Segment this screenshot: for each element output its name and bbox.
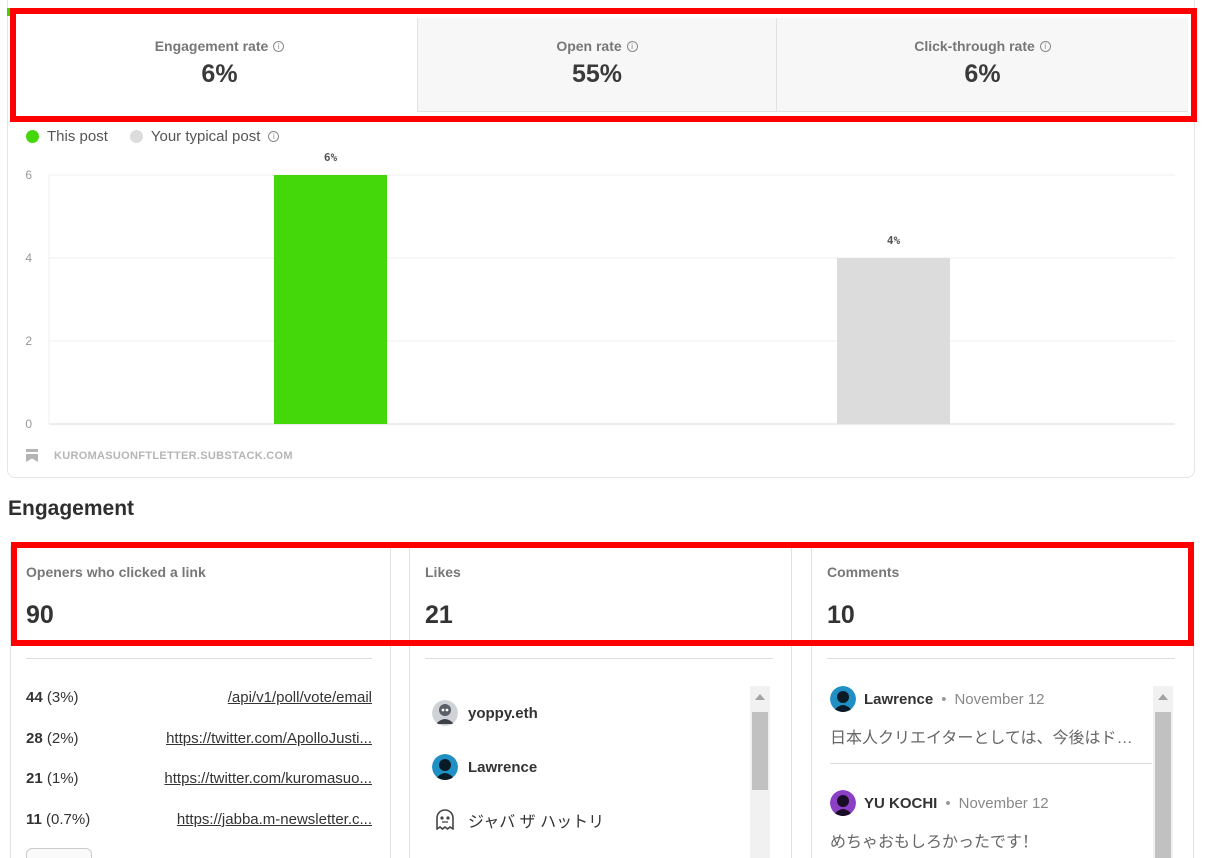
separator-dot: • (941, 690, 947, 708)
separator-dot: • (945, 794, 951, 812)
info-icon[interactable]: i (273, 40, 285, 52)
tab-value: 55% (571, 60, 623, 88)
panel-value: 21 (425, 601, 453, 629)
publication-watermark: KUROMASUONFTLETTER.SUBSTACK.COM (26, 449, 293, 462)
scroll-thumb[interactable] (1155, 712, 1171, 858)
link-percent: (2%) (46, 730, 79, 747)
divider (26, 658, 372, 659)
comment-date: November 12 (958, 794, 1049, 812)
avatar (432, 754, 458, 780)
bar-data-label: 6% (324, 151, 338, 164)
legend-swatch (129, 130, 143, 143)
y-tick-label: 6 (25, 168, 32, 182)
tab-value: 6% (201, 60, 238, 88)
link-url[interactable]: https://twitter.com/ApolloJusti... (166, 730, 372, 747)
divider (425, 658, 773, 659)
y-tick-label: 4 (25, 251, 32, 265)
likes-scrollbar[interactable] (750, 686, 770, 858)
link-percent: (1%) (46, 770, 79, 787)
y-tick-label: 2 (25, 334, 32, 348)
link-row: 11 (0.7%) https://jabba.m-newsletter.c..… (26, 811, 372, 828)
info-icon[interactable]: i (268, 131, 280, 142)
metric-tabs: Engagement rate i 6% Open rate i 55% Click… (22, 18, 1188, 112)
tab-open-rate[interactable]: Open rate i 55% (417, 18, 776, 112)
tab-value: 6% (964, 60, 1001, 88)
link-url[interactable]: https://twitter.com/kuromasuo... (164, 770, 372, 787)
comment-date: November 12 (954, 690, 1045, 708)
comment-text: めちゃおもしろかったです！ (830, 834, 1039, 851)
legend-item-this-post: This post (26, 128, 108, 145)
comments-scrollbar[interactable] (1153, 686, 1173, 858)
divider (827, 658, 1175, 659)
link-url[interactable]: https://jabba.m-newsletter.c... (176, 811, 372, 828)
scroll-up-arrow-icon[interactable] (1153, 686, 1173, 708)
bar-chart: 0 2 4 6 6% 4% (25, 151, 1175, 431)
tab-click-through-rate[interactable]: Click-through rate i 6% (776, 18, 1188, 112)
bar (837, 258, 950, 424)
panel-label: Comments (827, 564, 900, 580)
panel-value: 90 (26, 601, 54, 629)
link-count: 28 (26, 730, 43, 747)
link-row: 44 (3%) /api/v1/poll/vote/email (26, 689, 372, 706)
link-count: 21 (26, 770, 43, 787)
show-more-button[interactable] (26, 848, 92, 858)
link-row: 21 (1%) https://twitter.com/kuromasuo... (26, 770, 372, 787)
link-percent: (3%) (46, 689, 79, 706)
legend-label: Your typical post (150, 128, 261, 145)
like-item[interactable]: yoppy.eth (432, 700, 538, 726)
clicks-panel: Openers who clicked a link 90 44 (3%) /a… (10, 546, 391, 858)
ghost-avatar-icon (432, 807, 458, 833)
legend-swatch (26, 130, 39, 143)
comment-author[interactable]: YU KOCHI (864, 794, 938, 812)
tab-label: Click-through rate (914, 38, 1035, 54)
panel-value: 10 (827, 601, 855, 629)
y-tick-label: 0 (25, 417, 32, 431)
link-url[interactable]: /api/v1/poll/vote/email (227, 689, 372, 706)
link-row: 28 (2%) https://twitter.com/ApolloJusti.… (26, 730, 372, 747)
info-icon[interactable]: i (1039, 40, 1051, 52)
tab-engagement-rate[interactable]: Engagement rate i 6% (22, 18, 417, 112)
comments-panel: Comments 10 Lawrence • November 12 日本人クリ… (811, 546, 1194, 858)
scroll-thumb[interactable] (752, 712, 768, 790)
watermark-text: KUROMASUONFTLETTER.SUBSTACK.COM (54, 449, 293, 462)
link-count: 11 (26, 811, 42, 828)
legend-label: This post (47, 128, 108, 145)
comment-author[interactable]: Lawrence (864, 690, 934, 708)
scroll-up-arrow-icon[interactable] (750, 686, 770, 708)
accent-corner (7, 8, 13, 16)
comment-text: 日本人クリエイターとしては、今後はドル... (830, 730, 1140, 747)
avatar (432, 700, 458, 726)
user-name: Lawrence (468, 758, 538, 776)
divider (830, 763, 1152, 764)
legend-item-typical-post: Your typical post i (129, 128, 280, 145)
bar (274, 175, 387, 424)
comment-item[interactable]: YU KOCHI • November 12 めちゃおもしろかったです！ (830, 790, 1140, 852)
info-icon[interactable]: i (626, 40, 638, 52)
tab-label: Open rate (556, 38, 622, 54)
likes-panel: Likes 21 yoppy.eth Lawrence ジャバ ザ ハットリ (409, 546, 792, 858)
tab-label: Engagement rate (154, 38, 269, 54)
panel-label: Likes (425, 564, 461, 580)
like-item[interactable]: Lawrence (432, 754, 537, 780)
section-title-engagement: Engagement (8, 497, 135, 520)
like-item[interactable]: ジャバ ザ ハットリ (432, 807, 604, 833)
avatar (830, 686, 856, 712)
user-name: ジャバ ザ ハットリ (468, 814, 605, 831)
chart-legend: This post Your typical post i (26, 128, 301, 145)
bar-data-label: 4% (887, 234, 901, 247)
panel-label: Openers who clicked a link (26, 564, 206, 580)
bookmark-icon (26, 449, 38, 462)
comment-item[interactable]: Lawrence • November 12 日本人クリエイターとしては、今後は… (830, 686, 1140, 748)
avatar (830, 790, 856, 816)
link-percent: (0.7%) (46, 811, 91, 828)
link-count: 44 (26, 689, 43, 706)
user-name: yoppy.eth (468, 704, 538, 722)
